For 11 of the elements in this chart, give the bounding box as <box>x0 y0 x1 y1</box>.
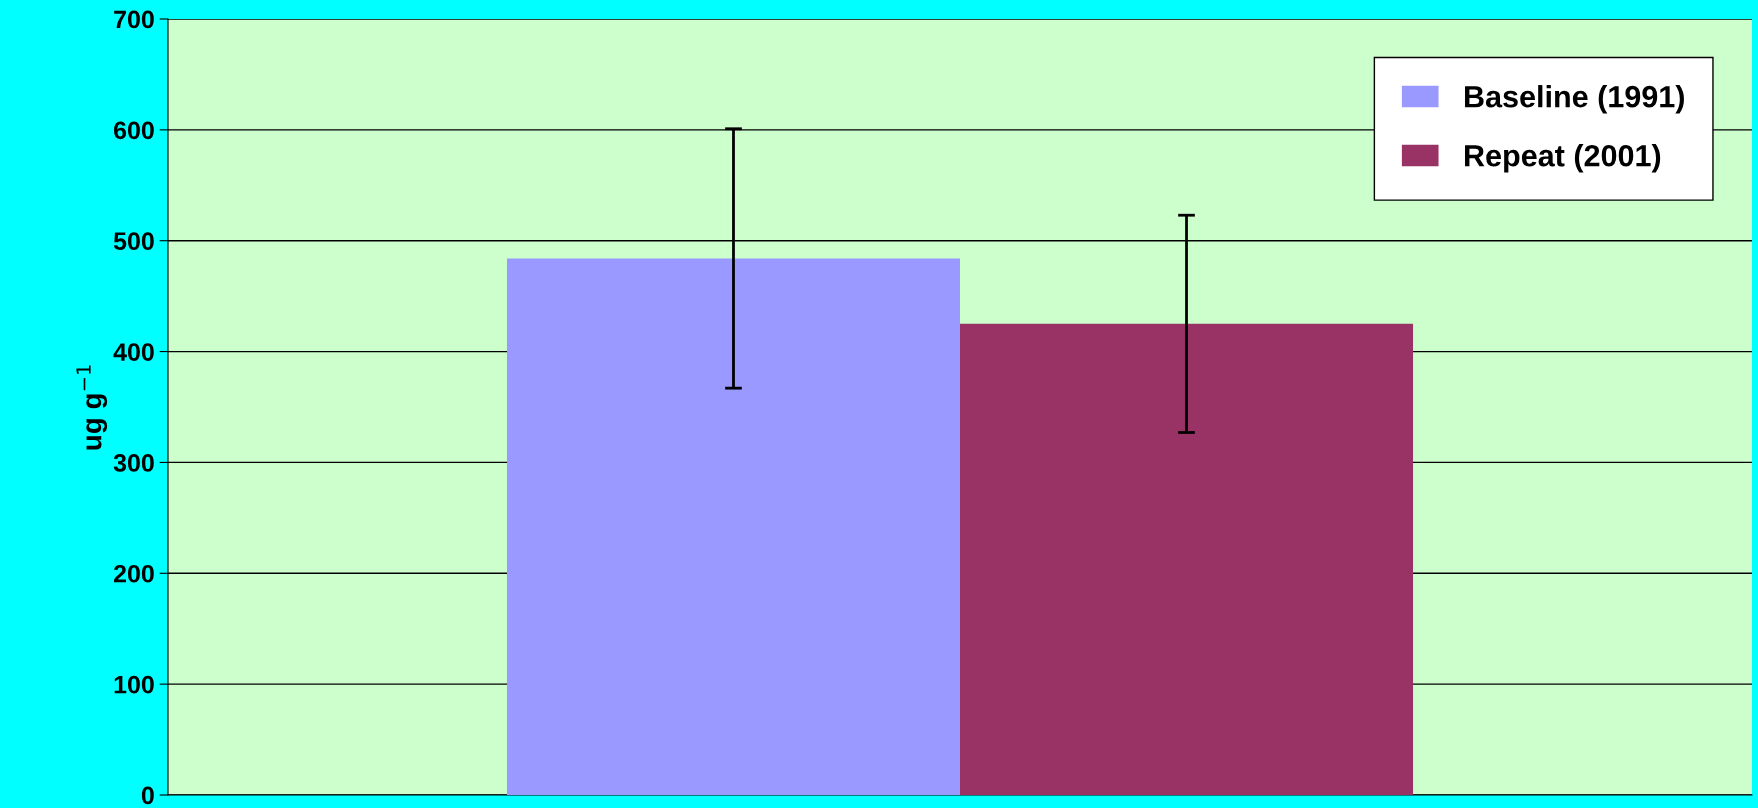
y-tick-label: 0 <box>141 786 154 805</box>
y-tick-label: 200 <box>113 564 154 583</box>
y-axis-title: ug g$^{−1}$ <box>76 365 108 450</box>
y-tick-label: 500 <box>113 232 154 251</box>
y-tick-label: 600 <box>114 121 154 140</box>
y-tick-label: 100 <box>114 675 154 694</box>
legend-label: Baseline (1991) <box>1465 85 1684 114</box>
y-tick-label: 300 <box>113 454 154 472</box>
y-tick-label: 700 <box>114 10 154 29</box>
legend-label: Repeat (2001) <box>1465 144 1661 173</box>
y-tick-label: 400 <box>113 343 154 361</box>
